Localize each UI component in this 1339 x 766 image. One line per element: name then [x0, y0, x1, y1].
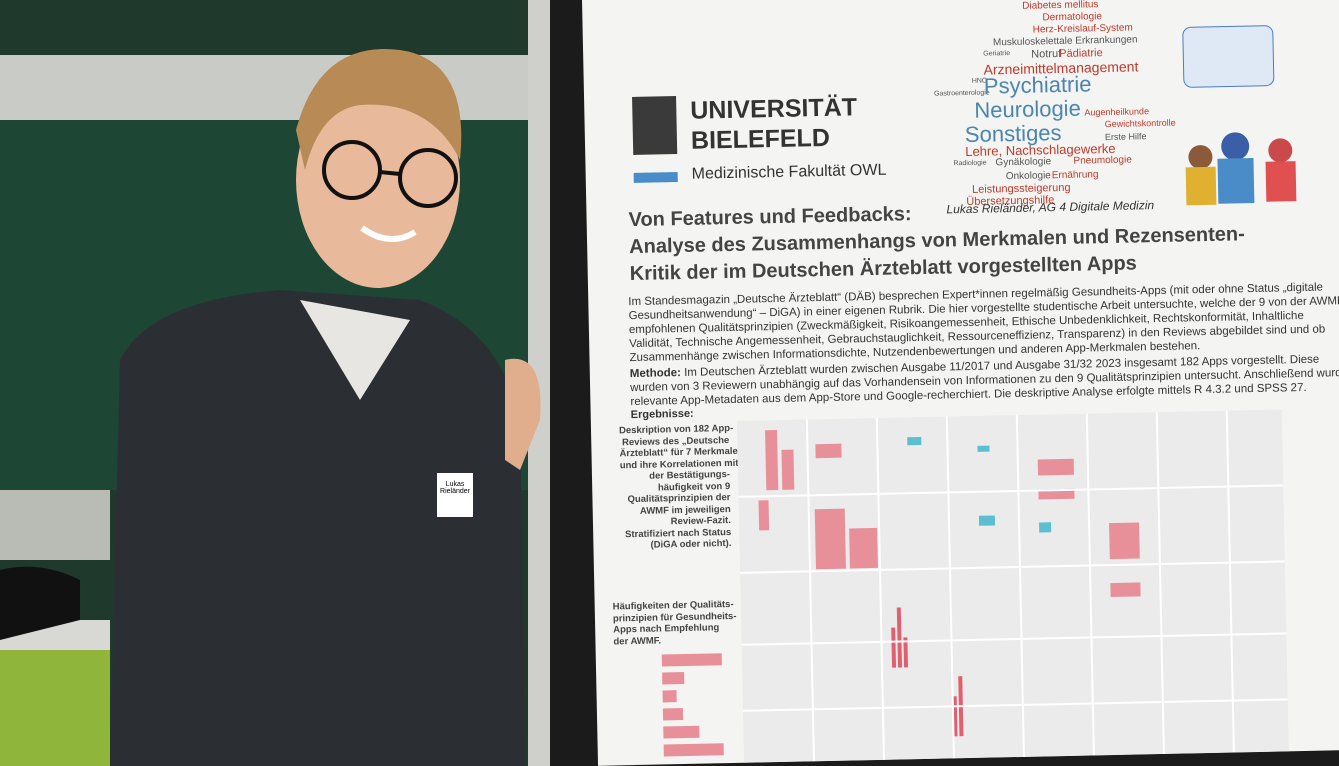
word-cloud-term: Diabetes mellitus: [1022, 0, 1099, 12]
name-badge: Lukas Rieländer: [437, 473, 473, 517]
badge-line: Lukas: [445, 481, 465, 488]
word-cloud-term: Augenheilkunde: [1084, 106, 1150, 118]
logo-line: UNIVERSITÄT: [690, 93, 858, 125]
badge-line: Rieländer: [440, 488, 470, 495]
results-figure: [736, 409, 1289, 763]
word-cloud-term: Neurologie: [974, 95, 1082, 123]
logo-bar: [633, 172, 678, 183]
word-cloud-term: Pädiatrie: [1059, 47, 1103, 61]
results-label: Ergebnisse:: [630, 407, 694, 422]
word-cloud-term: Herz-Kreislauf-System: [1032, 22, 1133, 36]
logo-text: UNIVERSITÄT BIELEFELD: [690, 92, 858, 155]
faculty: Medizinische Fakultät OWL: [691, 161, 887, 183]
word-cloud-term: Muskuloskelettale Erkrankungen: [992, 34, 1138, 49]
frequencies-line: der AWMF.: [613, 634, 662, 647]
word-cloud-term: Leistungssteigerung: [971, 181, 1071, 196]
intro: Im Standesmagazin „Deutsche Ärzteblatt“ …: [628, 280, 1339, 365]
frequencies: Häufigkeiten der Qualitäts-prinzipien fü…: [613, 599, 737, 648]
word-cloud-term: Notruf: [1031, 47, 1062, 61]
word-cloud-term: Gewichtskontrolle: [1104, 117, 1176, 130]
word-cloud-term: Gynäkologie: [995, 156, 1052, 169]
frequency-bars: [661, 653, 724, 757]
illustration: [1182, 25, 1297, 206]
logo-mark: [632, 96, 678, 155]
word-cloud-term: Onkologie: [1005, 170, 1051, 183]
methods-label: Methode:: [629, 367, 682, 381]
title: Von Features und Feedbacks: Analyse des …: [628, 194, 1245, 288]
word-cloud-term: Gastroenterologie: [933, 89, 990, 98]
word-cloud-term: Dermatologie: [1042, 11, 1103, 24]
poster: UNIVERSITÄT BIELEFELD Medizinische Fakul…: [582, 0, 1339, 766]
word-cloud-term: Pneumologie: [1073, 154, 1132, 167]
word-cloud-term: Geriatrie: [983, 50, 1011, 58]
logo-line: BIELEFELD: [690, 123, 831, 155]
description: Deskription von 182 App- Reviews des „Deu…: [619, 423, 739, 552]
word-cloud: Diabetes mellitus Dermatologie Herz-Kreisl…: [934, 0, 1206, 208]
word-cloud-term: Radiologie: [953, 159, 987, 168]
description-line: (DiGA oder nicht).: [650, 537, 732, 551]
word-cloud-term: Ernährung: [1051, 169, 1099, 182]
